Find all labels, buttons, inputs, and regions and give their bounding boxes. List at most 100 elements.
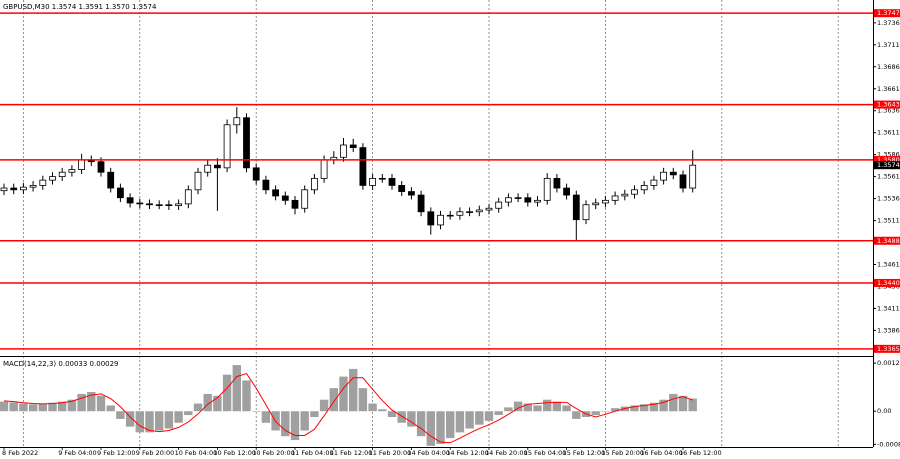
x-tick-label: 9 Feb 04:00	[58, 449, 97, 457]
macd-bar	[203, 393, 212, 412]
candle-body	[97, 161, 105, 173]
macd-bar	[649, 402, 659, 412]
candle-body	[592, 202, 600, 206]
y-tick-label: 1.3561	[877, 173, 900, 181]
candle-body	[58, 171, 66, 178]
candle-body	[262, 179, 270, 191]
macd-bar	[416, 411, 426, 437]
candle-body	[631, 189, 638, 195]
macd-bar	[116, 411, 125, 419]
y-tick-label: 1.3461	[877, 260, 900, 268]
x-tick-label: 16 Feb 04:00	[640, 449, 683, 457]
labels: GBPUSD,M30 1.3574 1.3591 1.3570 1.3574 M…	[2, 3, 900, 457]
macd-bar	[261, 411, 271, 423]
candle-body	[466, 211, 474, 213]
candle-body	[281, 195, 289, 201]
candle-body	[534, 199, 541, 203]
macd-bar	[290, 411, 300, 441]
y-tick-label: 0.00	[877, 407, 891, 415]
macd-bar	[358, 388, 368, 412]
y-tick-label: 1.3586	[877, 151, 900, 159]
candle-body	[689, 164, 697, 189]
candle-body	[679, 174, 687, 189]
candle-body	[553, 177, 561, 189]
macd-bar	[436, 411, 445, 444]
candle-body	[320, 159, 328, 179]
candle-body	[485, 207, 493, 211]
y-tick-label: 1.3736	[877, 19, 900, 27]
macd-bar	[601, 411, 610, 412]
y-tick-label: 1.3686	[877, 63, 900, 71]
level-label-box	[874, 100, 900, 109]
candle-body	[19, 186, 27, 191]
macd-bar	[610, 408, 620, 412]
macd-bar	[591, 411, 600, 416]
macd-bar	[562, 405, 571, 412]
candle-body	[136, 202, 144, 205]
axes	[0, 0, 874, 448]
candle-body	[524, 197, 532, 203]
candle-body	[194, 171, 202, 191]
candle-body	[233, 117, 241, 126]
y-tick-label: 1.3661	[877, 85, 900, 93]
candle-body	[456, 211, 464, 216]
candle-body	[359, 147, 367, 186]
chart-title: GBPUSD,M30 1.3574 1.3591 1.3570 1.3574	[3, 3, 157, 11]
candle-body	[495, 201, 503, 209]
candle-body	[126, 197, 134, 204]
signal-line	[3, 372, 693, 444]
candle-body	[272, 189, 280, 197]
candle-body	[475, 209, 483, 213]
macd-bar	[378, 409, 387, 412]
macd-bar	[242, 380, 251, 412]
candle-body	[223, 124, 231, 169]
x-tick-label: 15 Feb 12:00	[563, 449, 606, 457]
macd-bar	[300, 411, 309, 431]
macd-bar	[222, 374, 232, 412]
x-tick-label: 14 Feb 20:00	[485, 449, 528, 457]
macd-bar	[669, 393, 678, 412]
y-tick-label: 1.3636	[877, 107, 900, 115]
y-tick-label: 1.3711	[877, 41, 900, 49]
candle-body	[291, 199, 299, 209]
candle-body	[243, 117, 250, 169]
x-tick-label: 11 Feb 20:00	[369, 449, 412, 457]
macd-bar	[523, 403, 532, 412]
x-tick-label: 14 Feb 04:00	[407, 449, 450, 457]
macd-bar	[368, 403, 377, 412]
macd-bar	[164, 411, 174, 429]
macd-bar	[572, 411, 581, 419]
macd-bar	[465, 411, 474, 429]
candle-body	[29, 185, 37, 188]
macd-bar	[281, 411, 290, 437]
level-label-box	[874, 344, 900, 353]
x-tick-label: 11 Feb 12:00	[330, 449, 373, 457]
macd-bar	[397, 411, 406, 423]
macd-bar	[329, 388, 338, 412]
x-tick-label: 9 Feb 20:00	[136, 449, 175, 457]
candle-body	[388, 177, 396, 186]
macd-bar	[193, 403, 203, 412]
x-tick-label: 15 Feb 20:00	[601, 449, 644, 457]
level-label: 1.3643	[877, 101, 900, 109]
x-tick-label: 10 Feb 20:00	[252, 449, 295, 457]
y-tick-label: 1.3511	[877, 217, 900, 225]
macd-bar	[494, 411, 503, 416]
macd-bar	[106, 405, 115, 412]
y-tick-label: -0.00086	[877, 440, 900, 448]
candle-body	[349, 144, 357, 149]
x-tick-label: 10 Feb 04:00	[175, 449, 218, 457]
macd-bar	[28, 404, 38, 412]
candle-body	[660, 171, 667, 181]
macd-bar	[349, 368, 358, 412]
candle-body	[427, 211, 435, 226]
macd-bar	[184, 411, 193, 416]
x-tick-label: 9 Feb 12:00	[97, 449, 136, 457]
candle-body	[572, 194, 580, 221]
macd-bar	[310, 411, 319, 417]
macd-bar	[213, 395, 222, 412]
level-label-box	[874, 278, 900, 287]
candle-body	[378, 177, 386, 180]
